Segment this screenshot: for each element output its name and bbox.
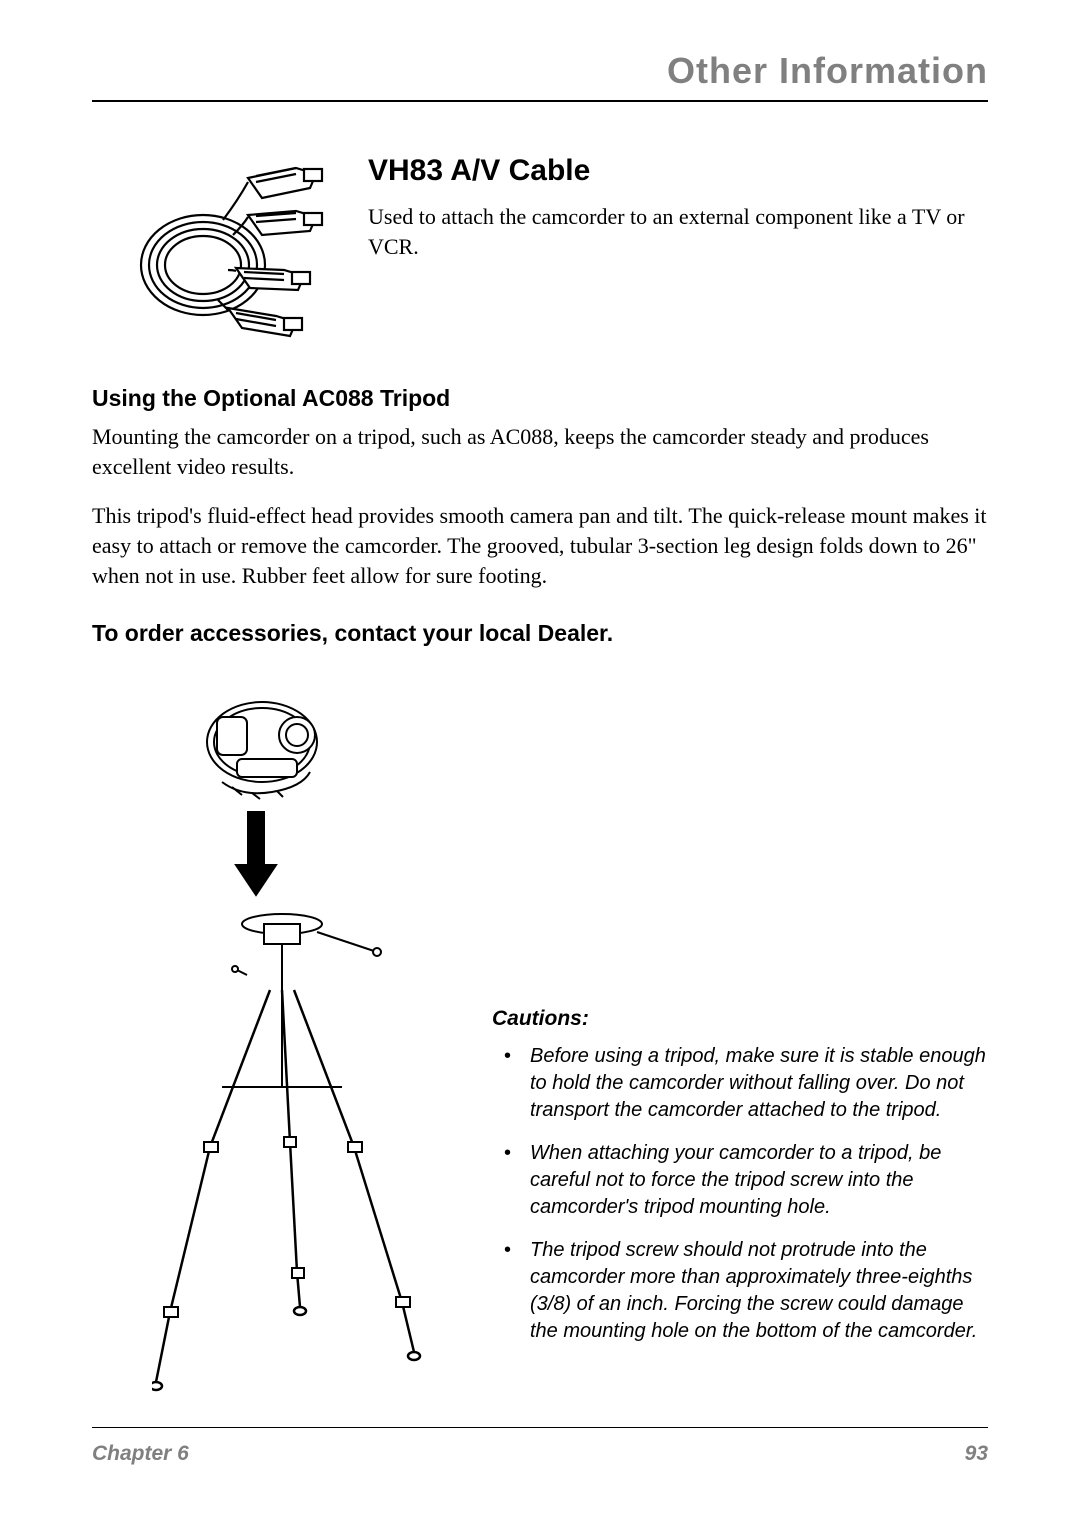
tripod-heading: Using the Optional AC088 Tripod	[92, 385, 988, 412]
footer-page: 93	[965, 1442, 988, 1466]
footer-chapter: Chapter 6	[92, 1442, 189, 1466]
caution-item: The tripod screw should not protrude int…	[492, 1237, 988, 1345]
page-footer: Chapter 6 93	[92, 1427, 988, 1466]
tripod-para2: This tripod's fluid-effect head provides…	[92, 501, 988, 590]
cautions-heading: Cautions:	[492, 1007, 988, 1031]
cable-section: VH83 A/V Cable Used to attach the camcor…	[92, 150, 988, 345]
order-heading: To order accessories, contact your local…	[92, 620, 988, 647]
cable-illustration	[92, 150, 338, 345]
tripod-section: Using the Optional AC088 Tripod Mounting…	[92, 385, 988, 590]
header-title: Other Information	[92, 50, 988, 102]
tripod-illustration	[92, 677, 452, 1397]
cautions-block: Cautions: Before using a tripod, make su…	[492, 677, 988, 1397]
tripod-para1: Mounting the camcorder on a tripod, such…	[92, 422, 988, 481]
cautions-list: Before using a tripod, make sure it is s…	[492, 1043, 988, 1345]
cable-description: Used to attach the camcorder to an exter…	[368, 202, 988, 261]
lower-section: Cautions: Before using a tripod, make su…	[92, 677, 988, 1397]
caution-item: Before using a tripod, make sure it is s…	[492, 1043, 988, 1124]
caution-item: When attaching your camcorder to a tripo…	[492, 1140, 988, 1221]
cable-heading: VH83 A/V Cable	[368, 154, 988, 188]
cable-text: VH83 A/V Cable Used to attach the camcor…	[368, 150, 988, 345]
page-content: Other Information	[0, 0, 1080, 1447]
